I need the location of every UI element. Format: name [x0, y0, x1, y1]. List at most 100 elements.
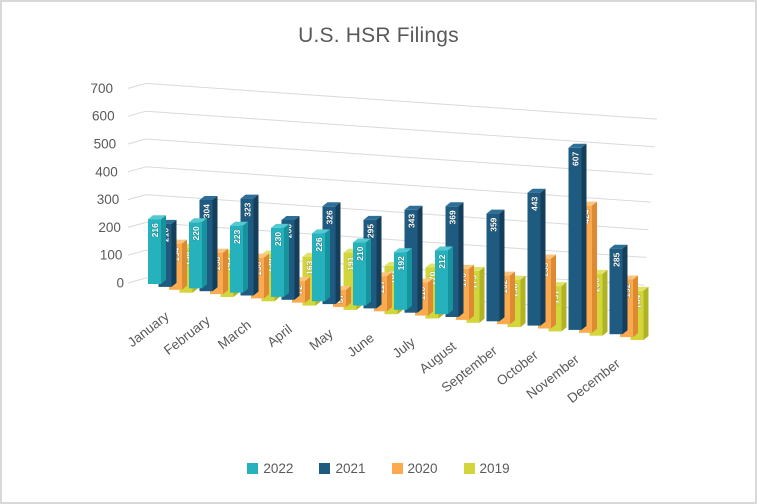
- bar-top-face: [281, 216, 300, 220]
- legend-label: 2022: [263, 461, 294, 476]
- legend-item-2019: 2019: [463, 461, 510, 476]
- bar-value-label: 326: [325, 210, 335, 224]
- bar-value-label: 230: [273, 232, 283, 246]
- gridline-depth-tick: [127, 277, 147, 284]
- bar-top-face: [189, 218, 207, 223]
- bar-side-face: [212, 196, 218, 292]
- bar-top-face: [230, 221, 248, 226]
- bar-side-face: [561, 282, 567, 332]
- bar-front-face: [394, 252, 407, 310]
- bar-side-face: [510, 271, 515, 325]
- month-group-august: 173170369212: [435, 202, 485, 323]
- bar-top-face: [353, 238, 371, 243]
- bar-top-face: [240, 194, 259, 199]
- bar-front-face: [148, 219, 161, 284]
- month-group-may: 19157326226: [312, 202, 362, 310]
- y-axis-tick-label: 300: [97, 192, 120, 207]
- bar-side-face: [417, 205, 423, 313]
- bar-side-face: [223, 248, 228, 295]
- chart-legend: 2022 2021 2020 2019: [2, 461, 755, 476]
- bar-2022-june: 210: [353, 238, 371, 306]
- gridline: [145, 110, 655, 148]
- bar-2021-september: 359: [486, 209, 505, 322]
- bar-value-label: 191: [346, 256, 356, 270]
- gridline-depth-tick: [127, 110, 147, 117]
- bar-side-face: [602, 269, 608, 336]
- bar-side-face: [643, 286, 649, 340]
- legend-item-2020: 2020: [391, 461, 438, 476]
- month-group-november: 206424607: [568, 143, 608, 336]
- bar-front-face: [609, 248, 623, 335]
- bar-side-face: [264, 253, 269, 299]
- bar-value-label: 226: [314, 237, 324, 251]
- bar-top-face: [486, 209, 505, 214]
- bar-top-face: [199, 196, 218, 200]
- bar-value-label: 163: [305, 260, 315, 274]
- chart-title: U.S. HSR Filings: [298, 24, 459, 47]
- bar-side-face: [243, 221, 248, 293]
- bar-2022-january: 216: [148, 215, 166, 284]
- legend-swatch-icon: [319, 463, 331, 474]
- bar-value-label: 359: [489, 217, 499, 231]
- bar-value-label: 192: [396, 256, 406, 270]
- bar-value-label: 295: [366, 224, 376, 238]
- bar-top-face: [394, 248, 412, 253]
- gridline: [145, 138, 653, 175]
- bar-side-face: [592, 201, 597, 333]
- bar-front-face: [486, 213, 500, 322]
- bar-top-face: [568, 143, 587, 148]
- bar-2022-august: 212: [435, 246, 453, 315]
- bar-top-face: [312, 229, 330, 234]
- bar-top-face: [527, 188, 546, 193]
- bar-side-face: [540, 188, 546, 326]
- bar-side-face: [387, 272, 392, 312]
- bar-front-face: [230, 225, 243, 293]
- bar-front-face: [527, 192, 541, 326]
- bar-side-face: [520, 275, 526, 328]
- bar-side-face: [407, 248, 412, 310]
- bar-2022-april: 230: [271, 223, 289, 297]
- bar-side-face: [469, 264, 474, 320]
- gridline: [145, 194, 649, 231]
- bar-value-label: 304: [202, 204, 212, 218]
- bar-value-label: 220: [191, 226, 201, 240]
- gridline-depth-tick: [127, 82, 147, 89]
- y-axis-tick-label: 600: [92, 109, 115, 124]
- bar-side-face: [202, 218, 207, 289]
- bar-side-face: [335, 202, 341, 305]
- legend-label: 2019: [479, 461, 510, 476]
- month-group-december: 164192285: [609, 244, 649, 340]
- bar-value-label: 369: [448, 210, 458, 224]
- bar-side-face: [499, 209, 505, 322]
- legend-swatch-icon: [463, 463, 475, 474]
- bar-value-label: 285: [612, 252, 622, 266]
- y-axis-tick-label: 400: [95, 164, 118, 179]
- legend-item-2021: 2021: [319, 461, 366, 476]
- x-axis-category-label: August: [416, 338, 459, 376]
- bar-top-face: [148, 215, 166, 220]
- x-axis-category-label: June: [345, 330, 377, 360]
- bar-2022-july: 192: [394, 248, 412, 310]
- bar-top-face: [404, 205, 423, 210]
- bar-2021-november: 607: [568, 143, 587, 330]
- bar-front-face: [568, 147, 582, 330]
- y-axis-tick-label: 700: [90, 81, 113, 96]
- x-axis-category-label: May: [307, 326, 337, 354]
- bar-side-face: [551, 254, 556, 329]
- bar-side-face: [366, 238, 371, 306]
- bar-front-face: [271, 227, 284, 297]
- bar-side-face: [305, 277, 310, 303]
- bar-2022-march: 223: [230, 221, 248, 293]
- bar-side-face: [448, 246, 453, 315]
- legend-swatch-icon: [391, 463, 403, 474]
- bar-side-face: [458, 202, 464, 317]
- bar-value-label: 607: [571, 152, 581, 166]
- y-axis-tick-label: 100: [100, 248, 123, 263]
- bar-top-face: [271, 223, 289, 228]
- month-group-january: 150154210216: [148, 215, 198, 293]
- bar-side-face: [325, 229, 330, 302]
- x-axis-category-label: April: [264, 321, 295, 349]
- y-axis-tick-label: 500: [94, 137, 117, 152]
- bar-top-face: [363, 215, 382, 220]
